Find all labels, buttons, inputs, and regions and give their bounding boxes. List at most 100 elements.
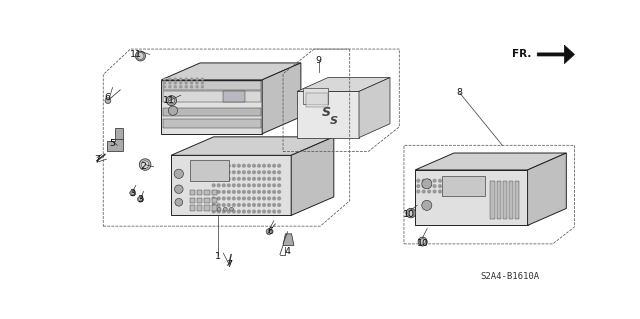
Text: 9: 9 bbox=[316, 56, 322, 65]
Circle shape bbox=[253, 210, 255, 213]
Circle shape bbox=[227, 171, 230, 174]
Circle shape bbox=[278, 177, 280, 180]
Circle shape bbox=[273, 177, 276, 180]
Circle shape bbox=[218, 177, 220, 180]
Circle shape bbox=[243, 210, 245, 213]
Bar bbox=[197, 205, 202, 211]
Bar bbox=[515, 181, 520, 219]
Polygon shape bbox=[107, 128, 123, 152]
Circle shape bbox=[253, 164, 255, 167]
Circle shape bbox=[237, 204, 240, 206]
Circle shape bbox=[406, 208, 416, 218]
Bar bbox=[204, 205, 210, 211]
Circle shape bbox=[248, 164, 250, 167]
Circle shape bbox=[422, 200, 432, 210]
Circle shape bbox=[278, 184, 280, 187]
Text: S: S bbox=[322, 107, 331, 120]
Polygon shape bbox=[415, 170, 527, 226]
Circle shape bbox=[164, 86, 165, 88]
Circle shape bbox=[253, 197, 255, 200]
Circle shape bbox=[218, 184, 220, 187]
Circle shape bbox=[131, 191, 134, 195]
Circle shape bbox=[212, 177, 215, 180]
Polygon shape bbox=[171, 155, 291, 215]
Circle shape bbox=[191, 86, 193, 88]
Bar bbox=[223, 92, 245, 102]
Text: 6: 6 bbox=[104, 93, 110, 102]
Bar bbox=[163, 81, 260, 90]
Circle shape bbox=[232, 190, 236, 193]
Circle shape bbox=[191, 78, 193, 80]
Polygon shape bbox=[283, 234, 294, 245]
Circle shape bbox=[422, 179, 425, 182]
Polygon shape bbox=[291, 137, 334, 215]
Text: S2A4-B1610A: S2A4-B1610A bbox=[481, 272, 540, 281]
Circle shape bbox=[248, 171, 250, 174]
Bar bbox=[189, 198, 195, 203]
Circle shape bbox=[243, 197, 245, 200]
Circle shape bbox=[278, 190, 280, 193]
Circle shape bbox=[262, 171, 266, 174]
Circle shape bbox=[273, 197, 276, 200]
Bar bbox=[212, 205, 217, 211]
Polygon shape bbox=[537, 45, 575, 64]
Circle shape bbox=[196, 86, 198, 88]
Circle shape bbox=[227, 177, 230, 180]
Circle shape bbox=[438, 185, 442, 188]
Circle shape bbox=[268, 197, 271, 200]
Circle shape bbox=[232, 177, 236, 180]
Circle shape bbox=[237, 164, 240, 167]
Circle shape bbox=[248, 197, 250, 200]
Circle shape bbox=[278, 197, 280, 200]
Circle shape bbox=[422, 179, 432, 189]
Circle shape bbox=[212, 190, 215, 193]
Circle shape bbox=[243, 171, 245, 174]
Circle shape bbox=[164, 82, 165, 84]
Polygon shape bbox=[297, 92, 359, 137]
Circle shape bbox=[227, 164, 230, 167]
Circle shape bbox=[227, 197, 230, 200]
Bar bbox=[191, 160, 229, 182]
Text: 4: 4 bbox=[285, 247, 291, 256]
Polygon shape bbox=[262, 63, 301, 134]
Circle shape bbox=[243, 177, 245, 180]
Circle shape bbox=[232, 164, 236, 167]
Circle shape bbox=[237, 197, 240, 200]
Text: 5: 5 bbox=[109, 139, 116, 148]
Circle shape bbox=[136, 51, 145, 61]
Circle shape bbox=[130, 190, 136, 196]
Bar bbox=[307, 93, 328, 107]
Text: 10: 10 bbox=[417, 239, 429, 249]
Circle shape bbox=[174, 82, 176, 84]
Circle shape bbox=[202, 86, 204, 88]
Circle shape bbox=[237, 190, 240, 193]
Circle shape bbox=[174, 86, 176, 88]
Circle shape bbox=[258, 184, 260, 187]
Circle shape bbox=[278, 204, 280, 206]
Circle shape bbox=[258, 164, 260, 167]
Bar bbox=[497, 181, 501, 219]
Circle shape bbox=[243, 190, 245, 193]
Circle shape bbox=[268, 177, 271, 180]
Circle shape bbox=[237, 210, 240, 213]
Circle shape bbox=[227, 190, 230, 193]
Circle shape bbox=[417, 179, 420, 182]
Circle shape bbox=[258, 210, 260, 213]
Circle shape bbox=[212, 184, 215, 187]
Circle shape bbox=[222, 204, 225, 206]
Circle shape bbox=[278, 164, 280, 167]
Circle shape bbox=[169, 82, 171, 84]
Circle shape bbox=[273, 210, 276, 213]
Circle shape bbox=[175, 185, 183, 193]
Circle shape bbox=[273, 164, 276, 167]
Circle shape bbox=[185, 82, 187, 84]
Polygon shape bbox=[171, 137, 334, 155]
Bar bbox=[163, 119, 260, 128]
Circle shape bbox=[258, 171, 260, 174]
Text: 2: 2 bbox=[141, 162, 147, 171]
Bar bbox=[197, 190, 202, 195]
Circle shape bbox=[243, 164, 245, 167]
Circle shape bbox=[433, 190, 436, 193]
Circle shape bbox=[428, 179, 431, 182]
Text: 1: 1 bbox=[215, 252, 221, 261]
